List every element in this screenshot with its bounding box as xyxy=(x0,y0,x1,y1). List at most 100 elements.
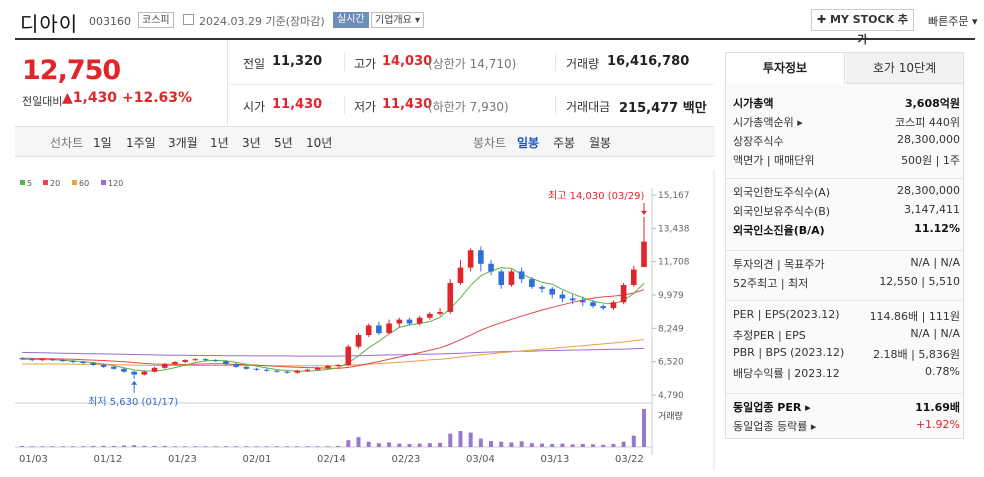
candle-body xyxy=(49,359,56,361)
candle-body xyxy=(131,371,137,375)
volume-bar xyxy=(356,437,361,447)
volume-bar xyxy=(509,442,514,447)
tab-investment-info[interactable]: 투자정보 xyxy=(726,53,845,84)
quote-divider xyxy=(229,84,714,85)
quote-sep xyxy=(344,53,345,71)
ma120-line xyxy=(21,347,645,357)
volume-bar xyxy=(264,446,269,447)
period-1y[interactable]: 1년 xyxy=(210,136,229,150)
volume-bar xyxy=(234,446,239,447)
period-10y[interactable]: 10년 xyxy=(306,136,333,150)
info-value: 500원 | 1주 xyxy=(901,154,960,167)
candle-body xyxy=(29,359,36,361)
volume-bar xyxy=(121,445,126,447)
candle-body xyxy=(416,317,423,324)
candle-body xyxy=(304,369,311,371)
info-label: 배당수익률 | 2023.12 xyxy=(733,367,840,380)
y-tick-label: 6,520 xyxy=(658,358,684,368)
volume-bar xyxy=(427,443,432,447)
volume-bar xyxy=(580,443,585,447)
period-3y[interactable]: 3년 xyxy=(242,136,261,150)
volume-bar xyxy=(478,438,483,447)
info-label: 외국인보유주식수(B) xyxy=(733,205,831,218)
volume-bar xyxy=(611,443,616,447)
candle-monthly[interactable]: 월봉 xyxy=(589,136,612,150)
volume-bar xyxy=(193,446,198,447)
candle-body xyxy=(498,271,505,285)
candle-chart-label: 봉차트 xyxy=(473,136,507,150)
line-chart-label: 선차트 xyxy=(50,136,84,150)
volume-bar xyxy=(274,446,279,447)
y-tick-label: 15,167 xyxy=(658,191,690,201)
volume-bar xyxy=(489,440,494,447)
candle-body xyxy=(641,241,647,268)
period-1w[interactable]: 1주일 xyxy=(126,136,156,150)
legend-label: 5 xyxy=(27,179,32,188)
candle-body xyxy=(172,362,178,364)
realtime-button[interactable]: 실시간 xyxy=(333,12,369,28)
add-mystock-button[interactable]: ✚ MY STOCK 추가 xyxy=(811,9,914,46)
candle-body xyxy=(345,346,352,365)
info-label: 외국인한도주식수(A) xyxy=(733,186,831,199)
volume-bar xyxy=(346,440,351,447)
volume-bar xyxy=(336,445,341,447)
info-value: 114.86배 | 111원 xyxy=(869,310,960,323)
candle-body xyxy=(223,361,229,364)
volume-bar xyxy=(101,445,106,447)
low-arrow-head xyxy=(131,380,138,385)
candle-weekly[interactable]: 주봉 xyxy=(553,136,576,150)
volume-bar xyxy=(560,443,565,447)
y-tick-label: 13,438 xyxy=(658,224,690,234)
period-3m[interactable]: 3개월 xyxy=(168,136,198,150)
current-price: 12,750 xyxy=(22,55,121,86)
x-tick-label: 03/22 xyxy=(615,454,644,465)
info-value: 28,300,000 xyxy=(897,133,960,146)
lower-limit: (하한가 7,930) xyxy=(428,100,509,114)
high-arrow-head xyxy=(641,210,647,215)
legend-swatch xyxy=(101,180,106,185)
x-tick-label: 02/14 xyxy=(317,454,346,465)
legend-swatch xyxy=(43,180,48,185)
candle-daily[interactable]: 일봉 xyxy=(517,136,540,150)
quote-sep xyxy=(344,96,345,114)
candle-body xyxy=(630,269,637,285)
volume-bar xyxy=(60,446,65,447)
side-divider xyxy=(726,300,963,301)
candle-body xyxy=(355,335,362,347)
candle-body xyxy=(161,363,168,368)
y-tick-label: 9,979 xyxy=(658,291,684,301)
company-info-dropdown[interactable]: 기업개요 ▾ xyxy=(371,12,424,28)
legend-label: 20 xyxy=(50,179,60,188)
candle-body xyxy=(559,294,566,299)
volume-bar xyxy=(30,446,35,447)
candle-body xyxy=(294,370,301,373)
info-value: 12,550 | 5,510 xyxy=(879,275,960,288)
volume-bar xyxy=(417,443,422,447)
volume-bar xyxy=(285,446,290,447)
quick-order-dropdown[interactable]: 빠른주문 ▾ xyxy=(928,15,978,28)
info-label: 시가총액 xyxy=(733,97,774,110)
candle-body xyxy=(467,250,474,268)
period-5y[interactable]: 5년 xyxy=(274,136,293,150)
price-chart[interactable]: 5 20 60 120 15,167 13,438 11,708 9,979 8,249 6,52… xyxy=(15,170,715,470)
volume-bar xyxy=(570,444,575,447)
y-tick-label: 4,790 xyxy=(658,391,684,401)
candle-body xyxy=(580,300,586,303)
volume-bar xyxy=(499,441,504,447)
x-tick-label: 03/13 xyxy=(541,454,570,465)
candle-body xyxy=(151,367,158,372)
candle-body xyxy=(80,362,86,364)
low-value: 11,430 xyxy=(382,97,433,112)
header-divider xyxy=(15,38,975,40)
side-divider xyxy=(726,250,963,251)
change-rate: +12.63% xyxy=(122,90,193,106)
volume-bar xyxy=(162,445,167,447)
candle-body xyxy=(192,359,199,361)
volume-bar xyxy=(20,445,24,447)
candle-body xyxy=(488,263,494,272)
legend-swatch xyxy=(20,180,25,185)
candle-body xyxy=(314,367,321,370)
period-1d[interactable]: 1일 xyxy=(93,136,112,150)
tab-order-book[interactable]: 호가 10단계 xyxy=(846,53,963,84)
candle-body xyxy=(274,370,280,372)
